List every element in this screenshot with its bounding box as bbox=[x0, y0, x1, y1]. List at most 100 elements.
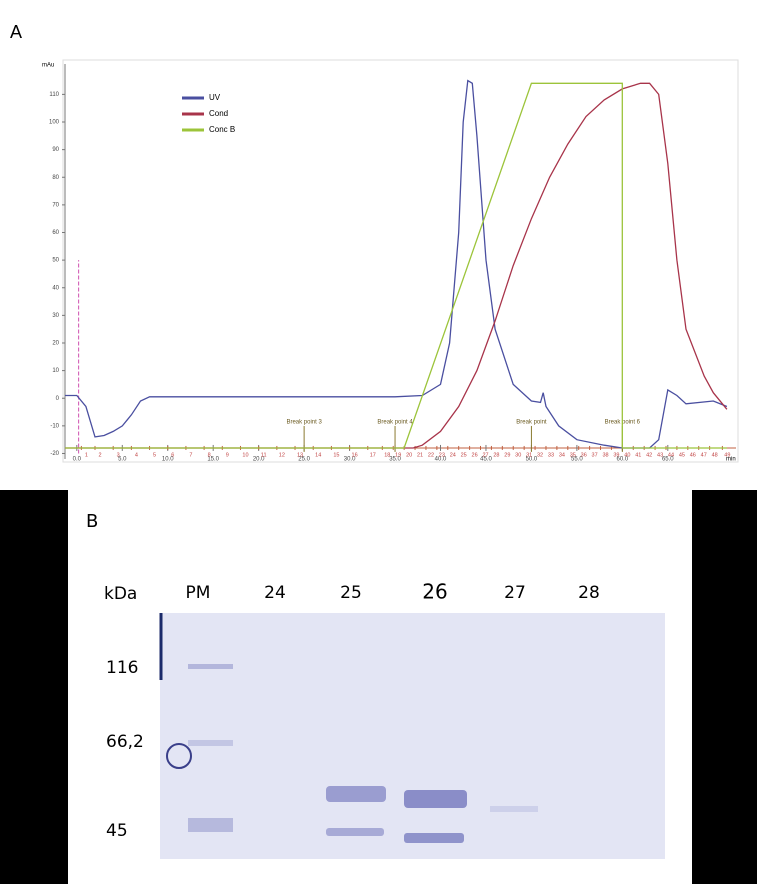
x-tick-label: 20.0 bbox=[253, 457, 265, 463]
fraction-label: 48 bbox=[712, 452, 718, 458]
x-tick-label: 10.0 bbox=[162, 457, 174, 463]
fraction-label: 10 bbox=[242, 452, 248, 458]
fraction-label: 40 bbox=[624, 452, 630, 458]
break-point-label: Break point bbox=[516, 420, 547, 426]
fraction-label: 1 bbox=[85, 452, 88, 458]
y-tick-label: 70 bbox=[52, 202, 59, 208]
fraction-label: 47 bbox=[701, 452, 707, 458]
fraction-label: 16 bbox=[352, 452, 358, 458]
y-tick-label: -20 bbox=[50, 451, 59, 457]
fraction-label: 11 bbox=[261, 452, 267, 458]
unit-label: kDa bbox=[104, 584, 137, 604]
fraction-label: 28 bbox=[493, 452, 499, 458]
fraction-label: 36 bbox=[581, 452, 587, 458]
gel bbox=[160, 613, 665, 859]
fraction-label: 37 bbox=[592, 452, 598, 458]
fraction-label: 15 bbox=[333, 452, 339, 458]
series-line bbox=[65, 82, 728, 449]
fraction-label: 21 bbox=[417, 452, 423, 458]
fraction-label: 20 bbox=[406, 452, 412, 458]
y-tick-label: 0 bbox=[56, 396, 60, 402]
lane-label: 24 bbox=[264, 583, 286, 603]
marker-label: 66,2 bbox=[106, 732, 144, 752]
fraction-label: 24 bbox=[450, 452, 456, 458]
legend-label: Conc B bbox=[209, 125, 235, 134]
x-tick-label: 35.0 bbox=[389, 457, 401, 463]
y-tick-label: 80 bbox=[52, 175, 59, 181]
fraction-label: 32 bbox=[537, 452, 543, 458]
break-point-label: Break point 4 bbox=[377, 420, 413, 426]
fraction-label: 19 bbox=[395, 452, 401, 458]
fraction-label: 9 bbox=[226, 452, 229, 458]
fraction-label: 31 bbox=[526, 452, 532, 458]
x-tick-label: 55.0 bbox=[571, 457, 583, 463]
panel-label: B bbox=[86, 511, 98, 532]
fraction-label: 49 bbox=[724, 452, 730, 458]
marker-label: 45 bbox=[106, 821, 128, 841]
x-tick-label: 45.0 bbox=[480, 457, 492, 463]
x-tick-label: 25.0 bbox=[298, 457, 310, 463]
fraction-label: 46 bbox=[690, 452, 696, 458]
fraction-label: 13 bbox=[297, 452, 303, 458]
fraction-label: 34 bbox=[559, 452, 565, 458]
fraction-label: 7 bbox=[189, 452, 192, 458]
fraction-label: 5 bbox=[153, 452, 156, 458]
y-tick-label: 100 bbox=[49, 120, 60, 126]
fraction-label: 45 bbox=[679, 452, 685, 458]
lane-label: 27 bbox=[504, 583, 526, 603]
fraction-label: 35 bbox=[570, 452, 576, 458]
x-tick-label: 5.0 bbox=[118, 457, 127, 463]
fraction-label: 27 bbox=[482, 452, 488, 458]
fraction-label: 41 bbox=[635, 452, 641, 458]
legend-label: Cond bbox=[209, 109, 228, 118]
band bbox=[490, 806, 538, 812]
y-tick-label: 40 bbox=[52, 285, 59, 291]
panel-label: A bbox=[10, 22, 22, 42]
lane-label: 28 bbox=[578, 583, 600, 603]
fraction-label: 30 bbox=[515, 452, 521, 458]
x-tick-label: 15.0 bbox=[207, 457, 219, 463]
y-tick-label: 110 bbox=[49, 92, 59, 98]
y-tick-label: 20 bbox=[52, 341, 59, 347]
fraction-label: 18 bbox=[384, 452, 390, 458]
x-tick-label: 65.0 bbox=[662, 457, 674, 463]
y-tick-label: -10 bbox=[50, 423, 59, 429]
fraction-label: 23 bbox=[439, 452, 445, 458]
band bbox=[188, 664, 233, 669]
marker-label: 116 bbox=[106, 658, 138, 678]
y-tick-label: 10 bbox=[52, 368, 59, 374]
lane-label: 26 bbox=[422, 580, 447, 604]
x-axis-label: min bbox=[726, 457, 736, 463]
fraction-label: 2 bbox=[98, 452, 101, 458]
fraction-label: 6 bbox=[171, 452, 174, 458]
fraction-label: 25 bbox=[461, 452, 467, 458]
y-tick-label: 30 bbox=[52, 313, 59, 319]
lane-label: 25 bbox=[340, 583, 362, 603]
y-tick-label: 60 bbox=[52, 230, 59, 236]
fraction-label: 8 bbox=[208, 452, 211, 458]
series-line bbox=[65, 82, 727, 449]
fraction-label: 26 bbox=[472, 452, 478, 458]
band bbox=[404, 790, 467, 808]
band bbox=[188, 740, 233, 746]
fraction-label: 14 bbox=[315, 452, 321, 458]
fraction-label: 29 bbox=[504, 452, 510, 458]
fraction-label: 12 bbox=[279, 452, 285, 458]
fraction-label: 43 bbox=[657, 452, 663, 458]
lane-label: PM bbox=[186, 583, 211, 603]
fraction-label: 42 bbox=[646, 452, 652, 458]
x-tick-label: 60.0 bbox=[617, 457, 629, 463]
x-tick-label: 30.0 bbox=[344, 457, 356, 463]
legend-label: UV bbox=[209, 93, 221, 102]
x-tick-label: 50.0 bbox=[526, 457, 538, 463]
x-tick-label: 0.0 bbox=[73, 457, 82, 463]
fraction-label: 4 bbox=[135, 452, 138, 458]
fraction-label: 3 bbox=[117, 452, 120, 458]
fraction-label: 38 bbox=[602, 452, 608, 458]
band bbox=[326, 786, 386, 802]
fraction-label: 22 bbox=[428, 452, 434, 458]
bubble bbox=[166, 743, 192, 769]
fraction-label: 33 bbox=[548, 452, 554, 458]
